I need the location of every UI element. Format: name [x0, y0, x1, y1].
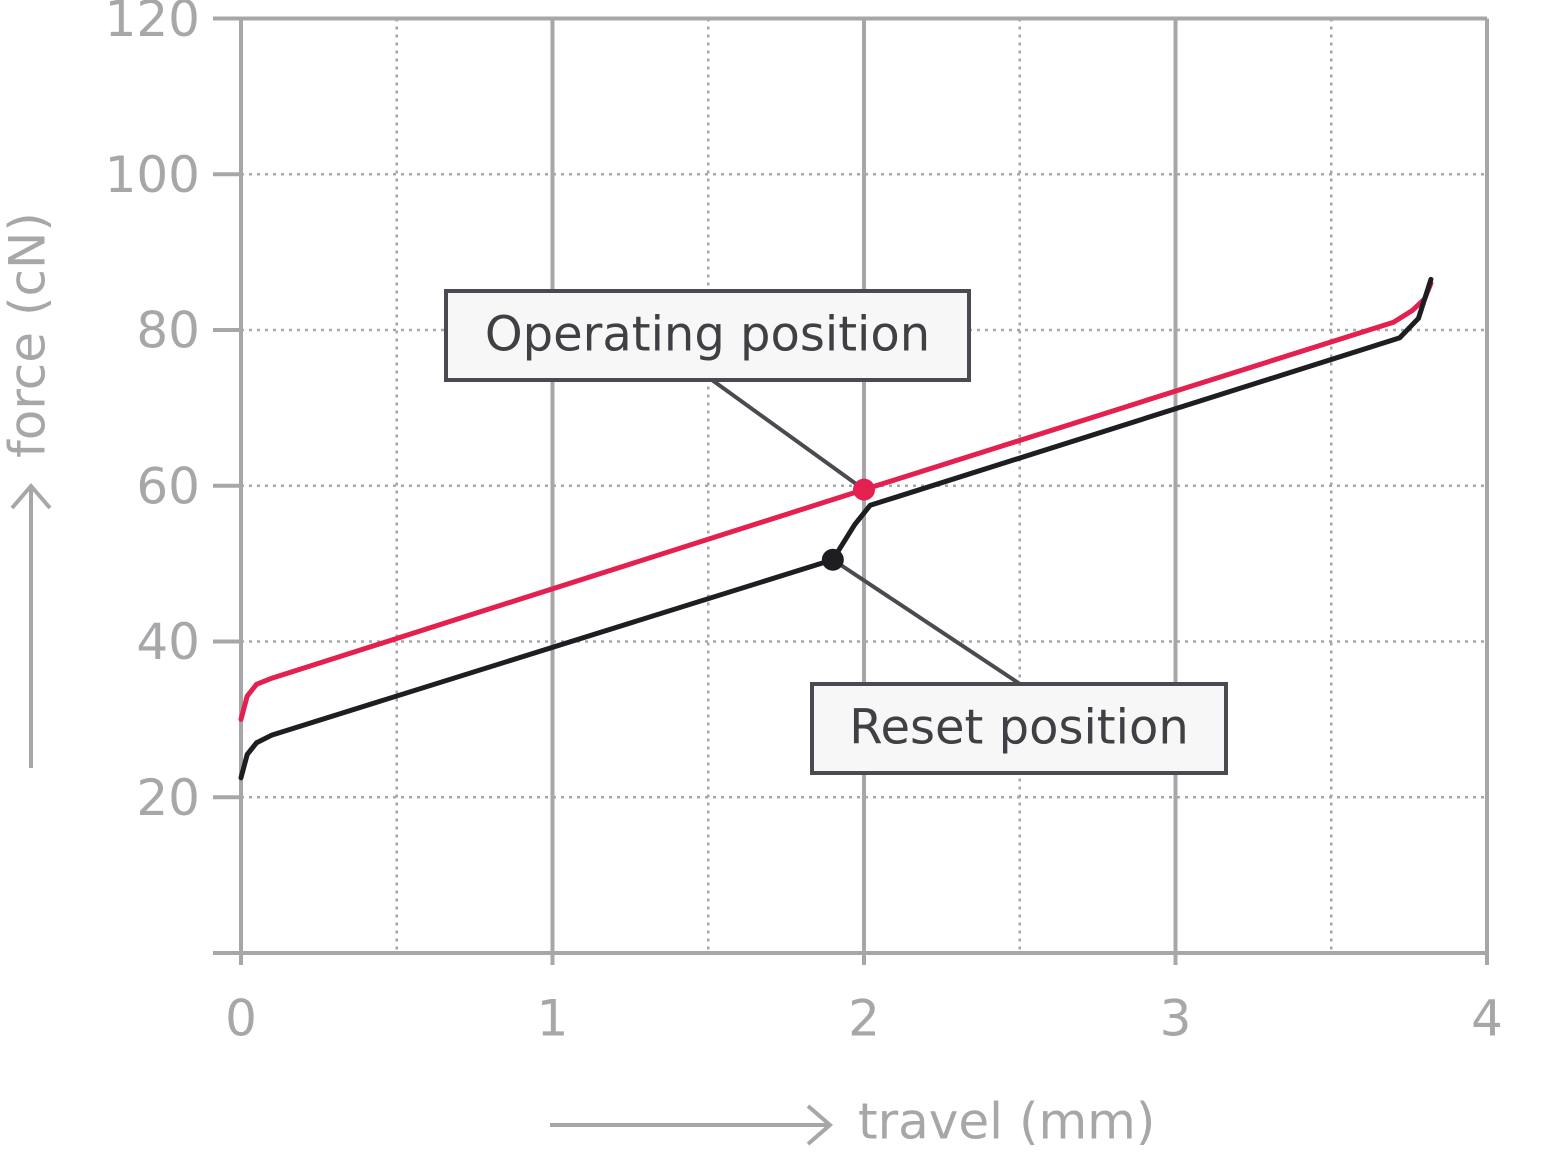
- y-axis-title: force (cN): [0, 212, 57, 768]
- x-tick-label: 4: [1471, 990, 1503, 1048]
- point-marker: [853, 478, 875, 501]
- y-tick-label: 100: [105, 146, 200, 204]
- annotation-label: Operating position: [485, 307, 930, 363]
- x-tick-label: 3: [1160, 990, 1192, 1048]
- x-tick-label: 2: [848, 990, 880, 1048]
- y-tick-label: 80: [136, 302, 200, 360]
- point-marker: [821, 548, 844, 571]
- y-tick-label: 40: [136, 613, 200, 671]
- annotation-label: Reset position: [849, 700, 1188, 756]
- line: [238, 276, 1434, 781]
- y-axis-label: force (cN): [0, 212, 57, 458]
- annotations: Operating position Reset position: [444, 289, 1228, 775]
- annotation-box: [444, 289, 971, 382]
- annotation-box: [810, 682, 1228, 775]
- leader-line: [831, 558, 1022, 686]
- x-axis-label: travel (mm): [858, 1093, 1155, 1151]
- x-arrow-head: [806, 1104, 834, 1146]
- x-axis-title: travel (mm): [550, 1093, 1155, 1151]
- y-tick-label: 20: [136, 769, 200, 827]
- x-tick-label: 0: [225, 990, 257, 1048]
- y-tick-label: 120: [105, 0, 200, 48]
- grid: 0 1 2 3 4 20 40 60 80 100 120: [105, 0, 1503, 1048]
- y-tick-label: 60: [136, 457, 200, 515]
- x-tick-label: 1: [537, 990, 569, 1048]
- y-arrow-head: [10, 482, 52, 510]
- leader-line: [710, 378, 866, 492]
